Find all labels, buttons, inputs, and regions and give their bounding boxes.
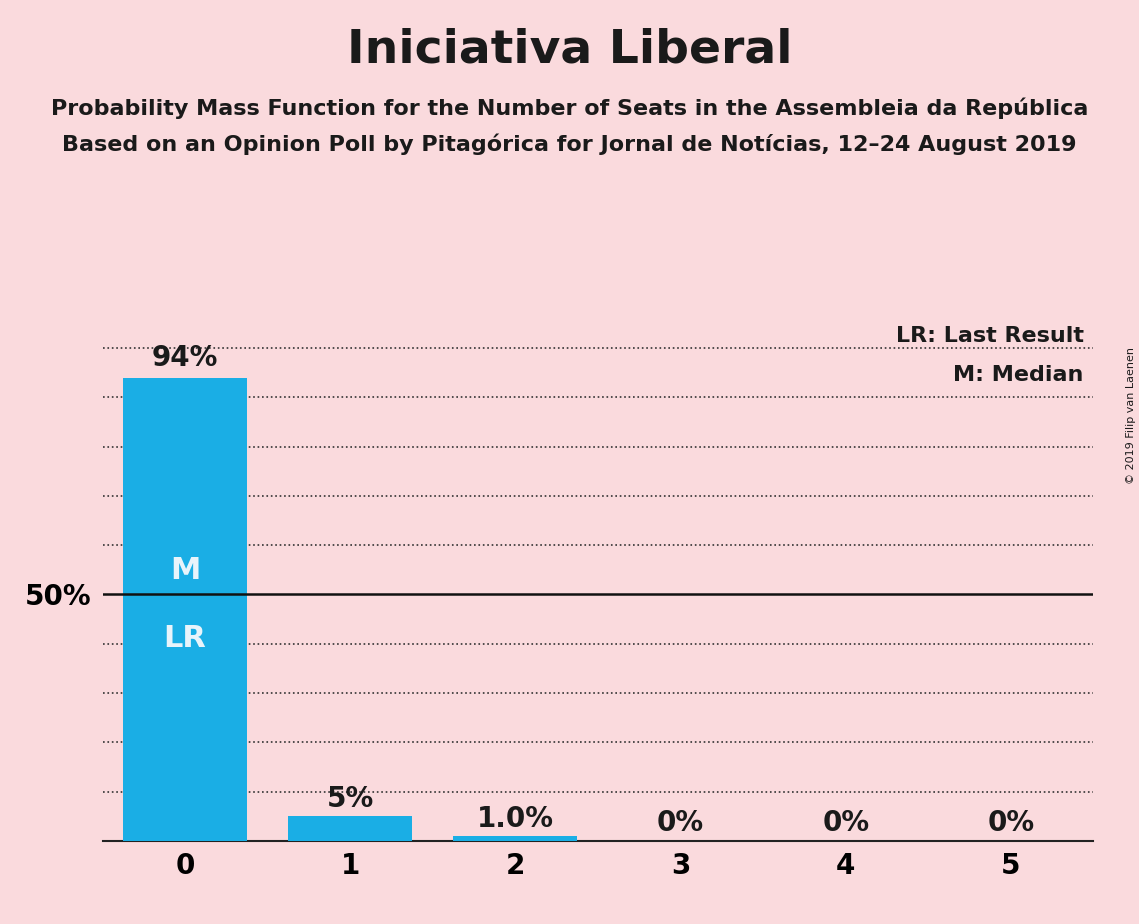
Bar bbox=[453, 836, 577, 841]
Bar bbox=[123, 378, 247, 841]
Text: LR: LR bbox=[164, 624, 206, 653]
Text: 0%: 0% bbox=[657, 808, 704, 837]
Text: 94%: 94% bbox=[151, 344, 219, 371]
Text: 0%: 0% bbox=[822, 808, 869, 837]
Bar bbox=[288, 816, 412, 841]
Text: LR: Last Result: LR: Last Result bbox=[895, 326, 1083, 346]
Text: © 2019 Filip van Laenen: © 2019 Filip van Laenen bbox=[1126, 347, 1136, 484]
Text: 5%: 5% bbox=[327, 785, 374, 813]
Text: M: M bbox=[170, 555, 200, 585]
Text: Based on an Opinion Poll by Pitagórica for Jornal de Notícias, 12–24 August 2019: Based on an Opinion Poll by Pitagórica f… bbox=[63, 134, 1076, 155]
Text: M: Median: M: Median bbox=[953, 365, 1083, 384]
Text: Iniciativa Liberal: Iniciativa Liberal bbox=[346, 28, 793, 73]
Text: Probability Mass Function for the Number of Seats in the Assembleia da República: Probability Mass Function for the Number… bbox=[51, 97, 1088, 118]
Text: 1.0%: 1.0% bbox=[477, 805, 554, 833]
Text: 0%: 0% bbox=[988, 808, 1034, 837]
